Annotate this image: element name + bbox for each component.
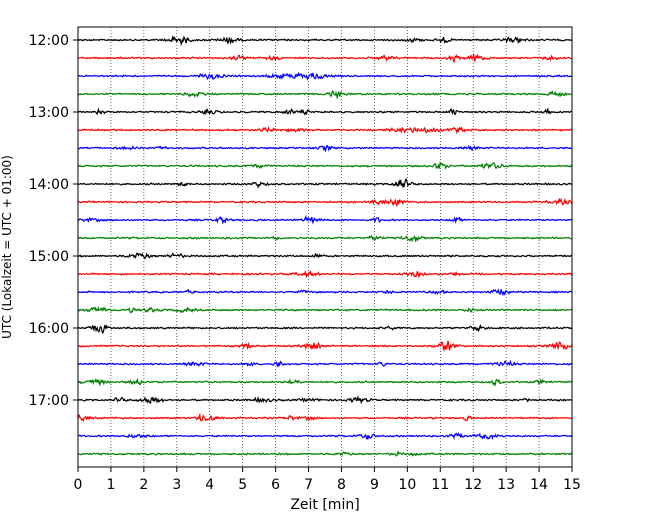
x-tick-label: 5 [238, 477, 247, 493]
x-tick-label: 3 [172, 477, 181, 493]
seismic-trace [77, 359, 573, 368]
x-tick-label: 0 [74, 477, 83, 493]
y-tick-label: 14:00 [29, 177, 69, 193]
seismic-trace [77, 125, 573, 135]
y-tick-label: 15:00 [29, 249, 69, 265]
seismic-trace [77, 288, 573, 297]
seismic-trace [77, 107, 573, 116]
seismic-trace [77, 377, 573, 387]
x-tick-label: 14 [530, 477, 548, 493]
x-tick-label: 6 [271, 477, 280, 493]
y-axis-label: UTC (Lokalzeit = UTC + 01:00) [0, 155, 14, 339]
seismic-trace [77, 269, 573, 279]
seismic-trace [77, 450, 573, 457]
trace-group [77, 35, 573, 457]
x-tick-label: 10 [398, 477, 416, 493]
x-tick-label: 15 [563, 477, 581, 493]
y-tick-label: 13:00 [29, 105, 69, 121]
seismic-trace [77, 161, 573, 170]
seismic-trace [77, 412, 573, 423]
seismic-trace [77, 340, 573, 352]
seismic-trace [77, 197, 573, 208]
x-tick-label: 11 [431, 477, 449, 493]
seismic-trace [77, 431, 573, 441]
y-tick-label: 12:00 [29, 33, 69, 49]
seismic-trace [77, 305, 573, 314]
x-axis-label: Zeit [min] [290, 497, 359, 513]
x-axis-ticks: 0 1 2 3 4 5 6 7 8 9 10 11 12 13 14 15 [74, 467, 581, 493]
x-tick-label: 1 [106, 477, 115, 493]
x-tick-label: 2 [139, 477, 148, 493]
x-tick-label: 8 [337, 477, 346, 493]
seismic-trace [77, 89, 573, 100]
seismic-trace [77, 324, 573, 334]
plot-frame [77, 26, 573, 468]
y-tick-label: 17:00 [29, 393, 69, 409]
seismic-trace [77, 35, 573, 47]
grid-lines [110, 27, 540, 467]
seismic-trace [77, 395, 573, 405]
y-axis-ticks: 12:00 13:00 14:00 15:00 16:00 17:00 [29, 33, 78, 409]
seismic-trace [77, 71, 573, 81]
x-tick-label: 9 [370, 477, 379, 493]
seismic-trace [77, 178, 573, 190]
seismic-trace [77, 52, 573, 64]
x-tick-label: 12 [464, 477, 482, 493]
seismic-trace [77, 234, 573, 243]
x-tick-label: 4 [205, 477, 214, 493]
y-tick-label: 16:00 [29, 321, 69, 337]
x-tick-label: 7 [304, 477, 313, 493]
seismic-trace [77, 144, 573, 153]
seismic-trace [77, 251, 573, 260]
x-tick-label: 13 [497, 477, 515, 493]
seismic-trace [77, 214, 573, 225]
